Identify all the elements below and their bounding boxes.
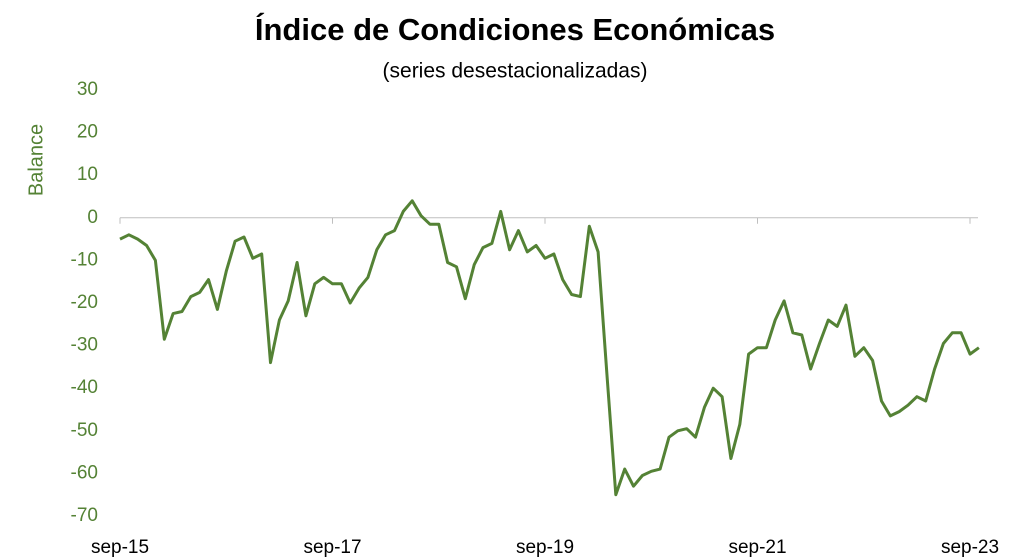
y-tick-label: -20 (71, 292, 98, 313)
x-tick-label: sep-17 (303, 537, 361, 558)
y-tick-label: -70 (71, 505, 98, 526)
chart-title: Índice de Condiciones Económicas (255, 12, 775, 47)
y-tick-label: -10 (71, 249, 98, 270)
y-tick-label: 0 (87, 207, 98, 228)
data-line (119, 199, 980, 497)
x-tick-label: sep-23 (941, 537, 999, 558)
x-tick-label: sep-15 (91, 537, 149, 558)
y-tick-label: -30 (71, 335, 98, 356)
y-tick-label: -50 (71, 420, 98, 441)
x-tick-label: sep-21 (728, 537, 786, 558)
chart-subtitle: (series desestacionalizadas) (383, 60, 648, 83)
y-tick-label: -60 (71, 462, 98, 483)
y-tick-label: -40 (71, 377, 98, 398)
y-tick-label: 10 (77, 164, 98, 185)
y-tick-label: 30 (77, 79, 98, 100)
x-tick-label: sep-19 (516, 537, 574, 558)
y-axis-label: Balance (25, 124, 47, 196)
y-tick-label: 20 (77, 122, 98, 143)
